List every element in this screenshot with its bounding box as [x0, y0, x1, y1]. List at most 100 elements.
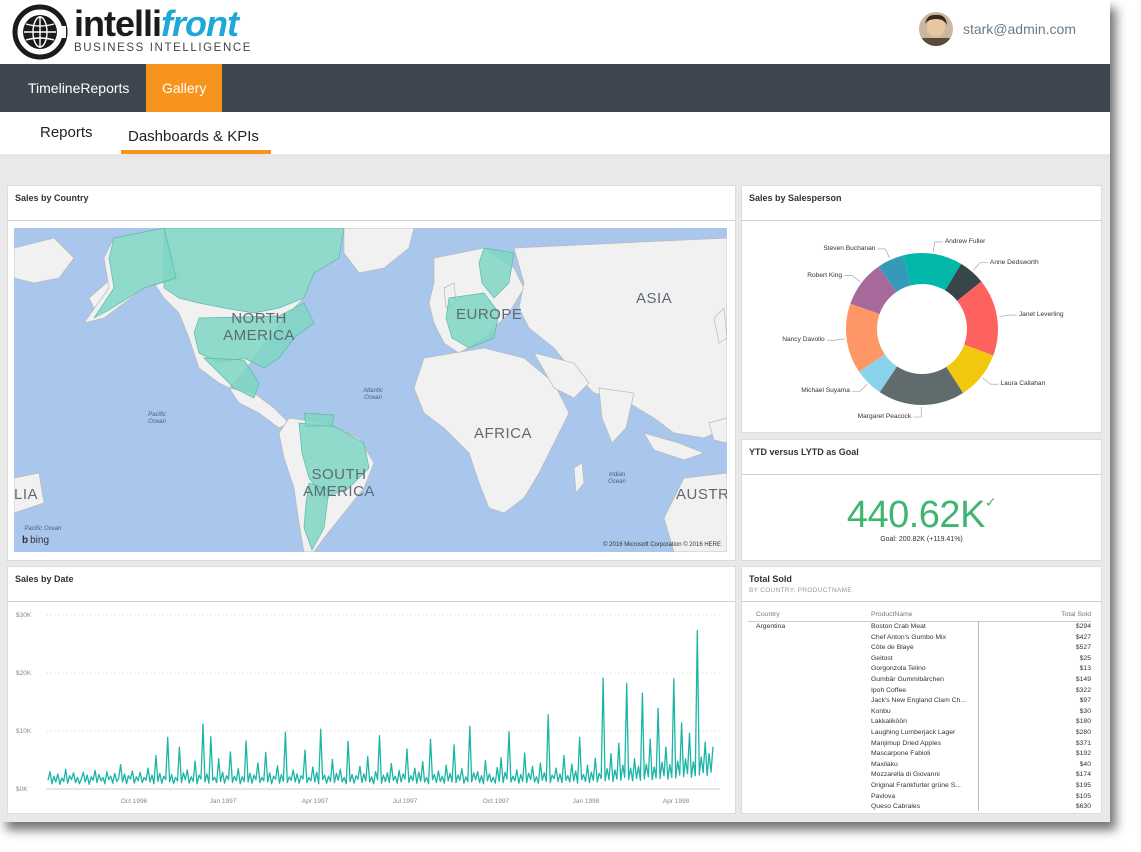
donut-leader-line: [826, 338, 845, 341]
donut-chart[interactable]: [742, 186, 1101, 432]
sub-tabs: Reports Dashboards & KPIs: [0, 112, 1110, 158]
map-land-shapes: [14, 228, 727, 552]
divider: [8, 220, 735, 221]
user-menu[interactable]: stark@admin.com: [918, 12, 1076, 46]
donut-slice[interactable]: [957, 281, 998, 356]
cell-total: $97: [1079, 697, 1091, 705]
donut-label: Margaret Peacock: [857, 412, 912, 420]
donut-label: Steven Buchanan: [823, 244, 876, 252]
donut-label: Anne Dedsworth: [989, 258, 1039, 266]
tile-title: Sales by Salesperson: [749, 193, 842, 203]
map-label-pacific: Pacific Ocean: [148, 412, 166, 425]
cell-product: Lakkalikööri: [871, 718, 907, 726]
donut-label: Andrew Fuller: [944, 237, 986, 245]
col-header-product[interactable]: ProductName: [871, 611, 913, 618]
map-label-europe: EUROPE: [456, 306, 523, 323]
donut-slice[interactable]: [946, 344, 994, 393]
tile-subtitle: BY COUNTRY, PRODUCTNAME: [749, 587, 852, 594]
nav-gallery[interactable]: Gallery: [146, 64, 222, 112]
cell-total: $13: [1079, 665, 1091, 673]
donut-slice[interactable]: [945, 263, 982, 301]
map-label-africa: AFRICA: [474, 425, 533, 442]
app-window: intellifront BUSINESS INTELLIGENCE stark…: [0, 3, 1110, 822]
donut-slice[interactable]: [879, 366, 964, 405]
y-tick-label: $30K: [16, 612, 32, 619]
x-tick-label: Jan 1997: [210, 798, 237, 805]
col-header-country[interactable]: Country: [756, 611, 780, 618]
donut-slice[interactable]: [878, 255, 911, 293]
donut-leader-line: [982, 377, 999, 385]
donut-leader-line: [973, 262, 988, 271]
tile-sales-by-salesperson[interactable]: Sales by Salesperson Andrew Fuller Anne D…: [741, 185, 1102, 433]
bing-text: bing: [30, 535, 50, 546]
cell-product: Côte de Blaye: [871, 644, 914, 652]
donut-leader-line: [844, 275, 861, 282]
cell-product: Original Frankfurter grüne S...: [871, 782, 961, 789]
y-tick-label: $0K: [16, 786, 28, 793]
cell-product: Geitost: [871, 654, 893, 662]
col-header-total[interactable]: Total Sold: [1061, 611, 1091, 618]
cell-total: $149: [1075, 676, 1091, 683]
cell-product: Maxilaku: [871, 760, 898, 768]
donut-leader-line: [932, 241, 943, 252]
x-tick-label: Oct 1997: [483, 798, 510, 805]
x-tick-label: Apr 1997: [302, 798, 329, 805]
divider: [8, 601, 735, 602]
donut-label: Robert King: [807, 271, 843, 279]
cell-total: $180: [1075, 718, 1091, 726]
cell-total: $371: [1075, 739, 1091, 747]
donut-slice[interactable]: [846, 303, 885, 372]
tile-title: Total Sold: [749, 574, 792, 584]
cell-total: $105: [1075, 792, 1091, 800]
tile-sales-by-date[interactable]: Sales by Date $0K $10K $20K $30K Oct 1996 Jan…: [7, 566, 736, 814]
sales-line-series[interactable]: [47, 630, 714, 786]
tile-ytd-kpi[interactable]: YTD versus LYTD as Goal 440.62K✓ Goal: 2…: [741, 439, 1102, 561]
cell-product: Ipoh Coffee: [871, 686, 907, 694]
cell-total: $630: [1075, 803, 1091, 811]
tab-reports[interactable]: Reports: [40, 124, 93, 141]
donut-leader-line: [998, 314, 1017, 317]
cell-product: Laughing Lumberjack Lager: [871, 729, 956, 736]
cell-total: $192: [1075, 750, 1091, 758]
map-copyright: © 2016 Microsoft Corporation © 2016 HERE: [603, 542, 721, 548]
column-divider: [978, 621, 979, 811]
tile-title: YTD versus LYTD as Goal: [749, 447, 859, 457]
donut-slice[interactable]: [850, 266, 897, 314]
cell-product: Jack's New England Clam Ch...: [871, 697, 966, 705]
cell-country: Argentina: [756, 623, 786, 630]
donut-label: Nancy Davolio: [782, 336, 825, 344]
x-tick-label: Oct 1996: [121, 798, 148, 805]
map-label-indian: Indian Ocean: [608, 472, 626, 485]
donut-slice[interactable]: [859, 354, 897, 393]
x-tick-label: Jul 1997: [393, 798, 418, 805]
tile-sales-by-country[interactable]: Sales by Country: [7, 185, 736, 561]
cell-total: $174: [1075, 771, 1091, 779]
map-label-north-america: NORTH AMERICA: [223, 310, 295, 344]
brand-name: intellifront: [74, 3, 239, 44]
cell-product: Boston Crab Meat: [871, 623, 926, 630]
cell-product: Gumbär Gummibärchen: [871, 676, 944, 683]
active-tab-indicator: [121, 150, 271, 154]
cell-total: $25: [1079, 654, 1091, 662]
avatar[interactable]: [918, 12, 953, 46]
y-tick-label: $20K: [16, 670, 32, 677]
donut-slice[interactable]: [903, 253, 962, 291]
user-email[interactable]: stark@admin.com: [962, 21, 1076, 37]
map-label-south-america: SOUTH AMERICA: [303, 466, 375, 500]
divider: [742, 601, 1101, 602]
map-label-australia: AUSTRA: [676, 486, 727, 503]
cell-product: Chef Anton's Gumbo Mix: [871, 633, 946, 641]
cell-product: Mozzarella di Giovanni: [871, 771, 940, 779]
brand[interactable]: intellifront BUSINESS INTELLIGENCE: [74, 3, 253, 55]
brand-tagline: BUSINESS INTELLIGENCE: [74, 42, 253, 54]
tile-total-sold[interactable]: Total Sold BY COUNTRY, PRODUCTNAME Count…: [741, 566, 1102, 814]
world-map[interactable]: NORTH AMERICA EUROPE ASIA AFRICA SOUTH A…: [14, 228, 727, 552]
nav-timeline-reports[interactable]: TimelineReports: [28, 80, 130, 96]
cell-product: Mascarpone Fabioli: [871, 750, 931, 758]
main-nav: TimelineReports Gallery: [0, 64, 1110, 112]
map-label-asia: ASIA: [636, 290, 673, 307]
cell-total: $294: [1075, 623, 1091, 630]
tab-dashboards-kpis[interactable]: Dashboards & KPIs: [128, 128, 259, 145]
cell-total: $527: [1075, 644, 1091, 652]
line-chart[interactable]: $0K $10K $20K $30K Oct 1996 Jan 1997 Apr 1997 J…: [8, 567, 735, 813]
